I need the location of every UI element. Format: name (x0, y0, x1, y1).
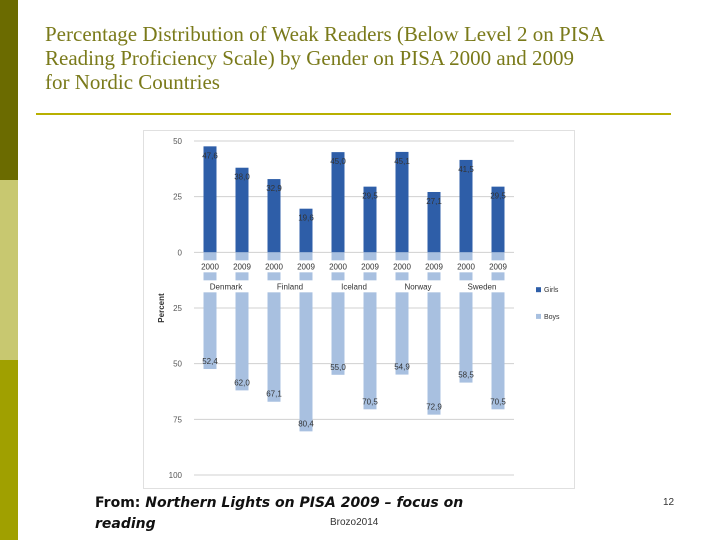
girls-data-label: 47,6 (202, 151, 218, 160)
girls-data-label: 41,5 (458, 165, 474, 174)
year-label-bg (451, 260, 481, 273)
y-axis-label: Percent (157, 293, 166, 323)
x-tick-label: 2009 (489, 262, 507, 271)
country-label: Denmark (210, 282, 243, 291)
credit-text: Brozo2014 (330, 517, 379, 528)
boys-bar (363, 252, 377, 410)
sidebar-segment-light (0, 180, 18, 360)
x-tick-label: 2000 (329, 262, 347, 271)
girls-data-label: 32,9 (266, 184, 282, 193)
year-label-bg (355, 260, 385, 273)
boys-data-label: 70,5 (490, 397, 506, 406)
boys-data-label: 52,4 (202, 357, 218, 366)
country-label-bg (454, 280, 510, 293)
year-label-bg (227, 260, 257, 273)
girls-bar (427, 191, 441, 253)
girls-data-label: 27,1 (426, 197, 442, 206)
y-tick-label: 50 (173, 360, 182, 369)
girls-bar (203, 146, 217, 253)
boys-bar (299, 252, 313, 432)
x-tick-label: 2009 (425, 262, 443, 271)
country-label-bg (326, 280, 382, 293)
title-rule (36, 113, 671, 115)
girls-bar (363, 186, 377, 253)
sidebar-segment-mid (0, 360, 18, 540)
girls-bar (395, 151, 409, 253)
country-label-bg (390, 280, 446, 293)
year-label-bg (387, 260, 417, 273)
legend-boys-swatch (536, 313, 541, 319)
source-note: From: Northern Lights on PISA 2009 – foc… (95, 493, 495, 535)
source-label: From: (95, 495, 146, 511)
boys-bar (267, 252, 281, 402)
x-tick-label: 2009 (361, 262, 379, 271)
country-label: Norway (404, 282, 431, 291)
boys-bar (427, 252, 441, 415)
year-label-bg (259, 260, 289, 273)
girls-data-label: 29,5 (490, 192, 506, 201)
y-tick-label: 50 (173, 137, 182, 146)
girls-data-label: 45,1 (394, 157, 410, 166)
year-label-bg (291, 260, 321, 273)
x-tick-label: 2000 (393, 262, 411, 271)
chart-frame: 50 25 0 25 50 75 100 Percent 47,6 52,4 2000 38,0 62,… (143, 130, 575, 489)
boys-data-label: 80,4 (298, 419, 314, 428)
boys-data-label: 58,5 (458, 371, 474, 380)
year-label-bg (419, 260, 449, 273)
country-label-bg (198, 280, 254, 293)
y-tick-label: 25 (173, 304, 182, 313)
boys-data-label: 72,9 (426, 403, 442, 412)
girls-data-label: 29,5 (362, 192, 378, 201)
boys-data-label: 70,5 (362, 397, 378, 406)
girls-data-label: 19,6 (298, 214, 314, 223)
sidebar-segment-dark (0, 0, 18, 180)
girls-bar (235, 167, 249, 253)
bar-chart: 50 25 0 25 50 75 100 Percent 47,6 52,4 2000 38,0 62,… (157, 137, 560, 480)
country-label: Iceland (341, 282, 367, 291)
y-tick-label: 75 (173, 415, 182, 424)
year-label-bg (323, 260, 353, 273)
legend-boys-label: Boys (544, 314, 560, 321)
slide-title: Percentage Distribution of Weak Readers … (45, 22, 605, 94)
y-tick-label: 25 (173, 193, 182, 202)
legend-girls-swatch (536, 287, 541, 293)
boys-data-label: 62,0 (234, 378, 250, 387)
girls-data-label: 45,0 (330, 157, 346, 166)
boys-data-label: 54,9 (394, 363, 410, 372)
page-number: 12 (663, 497, 675, 508)
x-tick-label: 2000 (201, 262, 219, 271)
boys-data-label: 55,0 (330, 363, 346, 372)
country-label: Finland (277, 282, 303, 291)
girls-bar (331, 152, 345, 253)
year-label-bg (483, 260, 513, 273)
x-tick-label: 2000 (457, 262, 475, 271)
girls-bar (267, 179, 281, 253)
girls-data-label: 38,0 (234, 173, 250, 182)
boys-bar (235, 252, 249, 391)
y-tick-label: 100 (169, 471, 183, 480)
source-text: Northern Lights on PISA 2009 – focus on … (95, 495, 464, 532)
country-label: Sweden (468, 282, 497, 291)
boys-bar (491, 252, 505, 410)
x-tick-label: 2009 (233, 262, 251, 271)
sidebar-decoration (0, 0, 18, 540)
boys-data-label: 67,1 (266, 390, 282, 399)
y-tick-label: 0 (178, 248, 183, 257)
girls-bar (491, 186, 505, 253)
legend-girls-label: Girls (544, 287, 559, 294)
country-label-bg (262, 280, 318, 293)
x-tick-label: 2000 (265, 262, 283, 271)
girls-bar (459, 159, 473, 253)
year-label-bg (195, 260, 225, 273)
girls-bar (299, 208, 313, 253)
x-tick-label: 2009 (297, 262, 315, 271)
